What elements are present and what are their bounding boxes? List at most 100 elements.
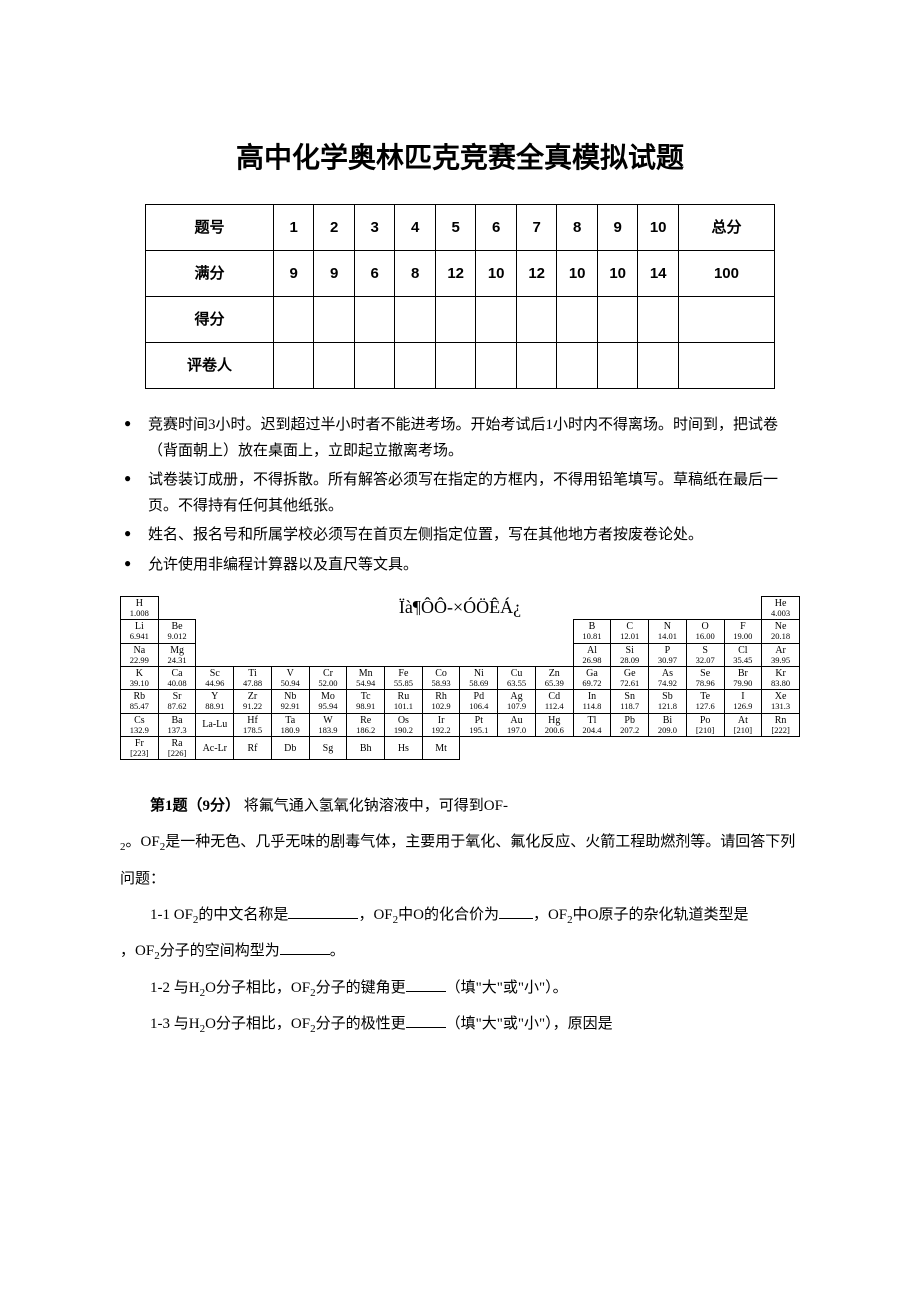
element-cell: Bh (347, 737, 385, 760)
empty-cell (234, 620, 272, 643)
element-cell: Rb85.47 (121, 690, 159, 713)
element-cell: Ac-Lr (196, 737, 234, 760)
element-cell: Ra[226] (158, 737, 196, 760)
t: ，OF (120, 943, 154, 959)
element-cell: Ta180.9 (271, 713, 309, 736)
element-cell: Tl204.4 (573, 713, 611, 736)
element-cell: Br79.90 (724, 667, 762, 690)
t: O分子相比，OF (205, 980, 310, 996)
cell (597, 343, 638, 389)
t: ，OF (358, 907, 392, 923)
cell: 10 (597, 251, 638, 297)
q1-text: 将氟气通入氢氧化钠溶液中，可得到OF- (244, 798, 508, 814)
rule-item: 允许使用非编程计算器以及直尺等文具。 (120, 553, 800, 579)
empty-cell (271, 643, 309, 666)
cell (435, 297, 476, 343)
element-cell: Os190.2 (385, 713, 423, 736)
t: 分子的空间构型为 (160, 943, 280, 959)
cell: 9 (273, 251, 314, 297)
cell (435, 343, 476, 389)
question-1-2: 1-2 与H2O分子相比，OF2分子的键角更（填"大"或"小"）。 (120, 970, 800, 1006)
empty-cell (196, 620, 234, 643)
cell (273, 297, 314, 343)
question-1-3: 1-3 与H2O分子相比，OF2分子的极性更（填"大"或"小"），原因是 (120, 1006, 800, 1042)
blank (288, 904, 358, 919)
empty-cell (535, 620, 573, 643)
empty-cell (573, 737, 611, 760)
row-label: 评卷人 (146, 343, 274, 389)
empty-cell (611, 737, 649, 760)
empty-cell (271, 620, 309, 643)
score-row-score: 得分 (146, 297, 775, 343)
empty-cell (535, 643, 573, 666)
cell (395, 297, 436, 343)
element-cell: Rn[222] (762, 713, 800, 736)
element-cell: Al26.98 (573, 643, 611, 666)
empty-cell (385, 643, 423, 666)
cell-total (678, 343, 774, 389)
element-cell: Au197.0 (498, 713, 536, 736)
cell (638, 297, 679, 343)
element-cell: Fr[223] (121, 737, 159, 760)
empty-cell (498, 737, 536, 760)
element-cell: Mn54.94 (347, 667, 385, 690)
cell: 8 (395, 251, 436, 297)
element-cell: Ni58.69 (460, 667, 498, 690)
element-cell: Cr52.00 (309, 667, 347, 690)
cell (476, 343, 517, 389)
element-cell: Nb92.91 (271, 690, 309, 713)
cell: 10 (557, 251, 598, 297)
header-col-6: 6 (476, 205, 517, 251)
element-cell: P30.97 (649, 643, 687, 666)
empty-cell (498, 620, 536, 643)
empty-cell (347, 620, 385, 643)
page-title: 高中化学奥林匹克竞赛全真模拟试题 (120, 130, 800, 186)
element-cell: S32.07 (686, 643, 724, 666)
element-cell: Pd106.4 (460, 690, 498, 713)
empty-cell (234, 643, 272, 666)
empty-cell (309, 643, 347, 666)
question-1-intro: 第1题（9分） 将氟气通入氢氧化钠溶液中，可得到OF- (120, 788, 800, 824)
header-col-3: 3 (354, 205, 395, 251)
element-cell: At[210] (724, 713, 762, 736)
t: 分子的极性更 (316, 1016, 406, 1032)
score-header-row: 题号 1 2 3 4 5 6 7 8 9 10 总分 (146, 205, 775, 251)
t: 1-1 OF (150, 907, 193, 923)
element-cell: Ca40.08 (158, 667, 196, 690)
t: ，OF (533, 907, 567, 923)
element-cell: Hs (385, 737, 423, 760)
element-cell: I126.9 (724, 690, 762, 713)
element-cell: Xe131.3 (762, 690, 800, 713)
element-cell: Ti47.88 (234, 667, 272, 690)
element-cell: Ne20.18 (762, 620, 800, 643)
cell (354, 297, 395, 343)
element-cell: Ge72.61 (611, 667, 649, 690)
rules-list: 竞赛时间3小时。迟到超过半小时者不能进考场。开始考试后1小时内不得离场。时间到，… (120, 413, 800, 578)
empty-cell (422, 620, 460, 643)
element-cell: Ga69.72 (573, 667, 611, 690)
periodic-table: H1.008Ïà¶ÔÔ-×ÓÖÊÁ¿He4.003Li6.941Be9.012B… (120, 596, 800, 760)
element-cell: Hg200.6 (535, 713, 573, 736)
element-cell: Si28.09 (611, 643, 649, 666)
q1-text: 。OF (126, 834, 160, 850)
element-cell: N14.01 (649, 620, 687, 643)
element-cell: Rf (234, 737, 272, 760)
empty-cell (460, 620, 498, 643)
cell-total (678, 297, 774, 343)
empty-cell (196, 643, 234, 666)
element-cell: W183.9 (309, 713, 347, 736)
element-cell: Po[210] (686, 713, 724, 736)
element-cell: Cd112.4 (535, 690, 573, 713)
empty-cell (686, 737, 724, 760)
cell (395, 343, 436, 389)
empty-cell (309, 620, 347, 643)
header-col-5: 5 (435, 205, 476, 251)
element-cell: O16.00 (686, 620, 724, 643)
t: 1-2 与H (150, 980, 200, 996)
empty-cell (535, 737, 573, 760)
cell: 14 (638, 251, 679, 297)
element-cell: Ar39.95 (762, 643, 800, 666)
header-col-7: 7 (516, 205, 557, 251)
element-cell: Na22.99 (121, 643, 159, 666)
element-cell: Sg (309, 737, 347, 760)
